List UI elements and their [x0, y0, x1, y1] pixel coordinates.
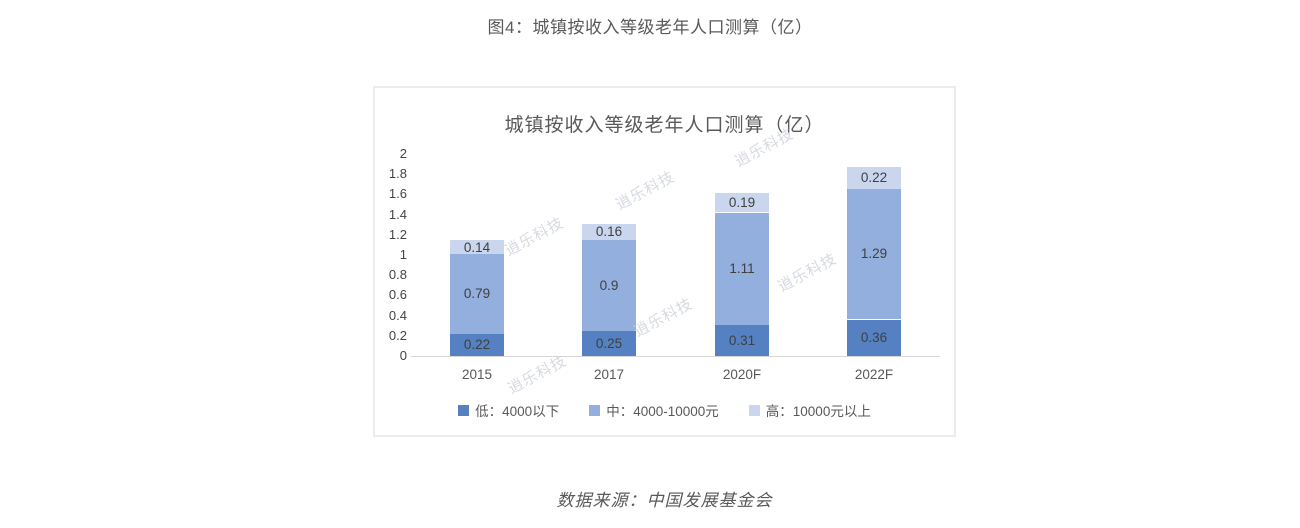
- x-axis-label: 2022F: [854, 367, 894, 382]
- source-note: 数据来源：中国发展基金会: [556, 491, 773, 510]
- bar-segment: 0.22: [847, 167, 901, 189]
- y-axis-tick-label: 2: [399, 146, 407, 161]
- watermark: 逍乐科技: [775, 250, 840, 296]
- y-axis-tick-label: 0.8: [388, 267, 407, 283]
- bar-segment: 0.14: [450, 240, 504, 255]
- bar-value-label: 0.79: [463, 286, 491, 301]
- bar-value-label: 0.14: [463, 240, 491, 255]
- bar-value-label: 1.11: [729, 261, 755, 276]
- bar-segment: 0.16: [582, 224, 636, 240]
- figure-title: 图4：城镇按收入等级老年人口测算（亿）: [487, 18, 813, 37]
- bar-value-label: 0.16: [595, 224, 623, 239]
- y-axis-tick-label: 1.8: [388, 166, 407, 182]
- chart-title: 城镇按收入等级老年人口测算（亿）: [504, 115, 825, 136]
- bar-segment: 1.11: [715, 213, 769, 325]
- bar-value-label: 0.22: [860, 170, 888, 185]
- bar-segment: 0.25: [582, 331, 636, 356]
- chart-card: 城镇按收入等级老年人口测算（亿） 0 0.2 0.4 0.6 0.8 1 1.2 1.4 1.6…: [373, 86, 956, 437]
- bar-value-label: 0.22: [463, 337, 491, 352]
- y-axis-tick-label: 1.4: [388, 206, 407, 222]
- legend: 低：4000以下 中：4000-10000元 高：10000元以上: [375, 400, 954, 420]
- y-axis-tick-label: 1.6: [388, 186, 407, 202]
- y-axis-tick-label: 0.6: [388, 287, 407, 303]
- legend-item: 低：4000以下: [458, 400, 559, 420]
- y-axis-tick-label: 0.4: [388, 307, 407, 323]
- bar-segment: 0.79: [450, 254, 504, 334]
- x-axis-line: [411, 356, 940, 357]
- bar-value-label: 0.9: [599, 277, 619, 293]
- legend-label: 低：4000以下: [475, 404, 560, 419]
- bar-value-label: 0.36: [860, 330, 888, 345]
- bar-segment: 0.36: [847, 320, 901, 356]
- legend-swatch-icon: [748, 404, 760, 416]
- legend-swatch-icon: [458, 404, 470, 416]
- bar-value-label: 0.19: [728, 194, 756, 210]
- y-axis-tick-label: 0: [399, 348, 407, 363]
- bar-value-label: 1.29: [860, 246, 888, 261]
- x-axis-label: 2015: [461, 367, 493, 382]
- watermark: 逍乐科技: [613, 168, 678, 214]
- watermark: 逍乐科技: [502, 214, 567, 260]
- bar-segment: 0.22: [450, 334, 504, 356]
- bar-value-label: 0.25: [595, 335, 623, 351]
- bar-value-label: 0.31: [728, 332, 756, 348]
- x-axis-label: 2017: [593, 367, 625, 382]
- y-axis-tick-label: 1: [399, 247, 407, 262]
- bar-segment: 0.9: [582, 240, 636, 331]
- legend-label: 中：4000-10000元: [606, 404, 719, 419]
- y-axis-tick-label: 1.2: [388, 226, 407, 242]
- bar-segment: 0.31: [715, 325, 769, 356]
- legend-label: 高：10000元以上: [765, 404, 871, 419]
- x-axis-label: 2020F: [722, 367, 762, 382]
- legend-item: 中：4000-10000元: [589, 400, 719, 420]
- legend-swatch-icon: [589, 404, 601, 416]
- y-axis-tick-label: 0.2: [388, 327, 407, 343]
- bar-segment: 0.19: [715, 193, 769, 212]
- legend-item: 高：10000元以上: [748, 400, 871, 420]
- watermark: 逍乐科技: [631, 295, 696, 341]
- bar-segment: 1.29: [847, 189, 901, 319]
